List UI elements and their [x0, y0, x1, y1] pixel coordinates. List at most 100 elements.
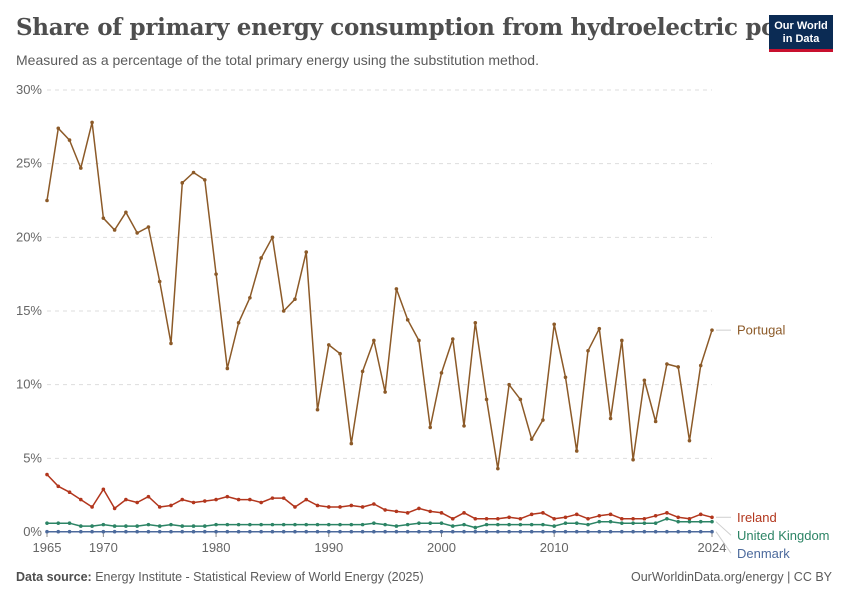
- data-point[interactable]: [214, 522, 218, 527]
- data-point[interactable]: [338, 351, 342, 356]
- data-point[interactable]: [270, 522, 275, 527]
- data-point[interactable]: [101, 487, 106, 492]
- data-point[interactable]: [236, 522, 241, 527]
- data-point[interactable]: [360, 369, 365, 374]
- data-point[interactable]: [417, 529, 421, 534]
- data-point[interactable]: [146, 225, 151, 229]
- data-point[interactable]: [349, 522, 354, 527]
- data-point[interactable]: [462, 511, 466, 515]
- series-label-portugal[interactable]: Portugal: [737, 323, 786, 338]
- data-point[interactable]: [518, 529, 523, 534]
- data-point[interactable]: [135, 529, 139, 534]
- series-label-united-kingdom[interactable]: United Kingdom: [737, 528, 830, 543]
- data-point[interactable]: [304, 522, 309, 527]
- data-point[interactable]: [293, 529, 297, 534]
- data-point[interactable]: [214, 272, 218, 276]
- data-point[interactable]: [484, 522, 489, 527]
- data-point[interactable]: [124, 524, 128, 528]
- data-point[interactable]: [698, 519, 703, 524]
- series-ireland[interactable]: [45, 472, 714, 521]
- data-point[interactable]: [90, 524, 94, 528]
- data-point[interactable]: [687, 519, 692, 524]
- data-point[interactable]: [293, 505, 297, 509]
- data-point[interactable]: [462, 529, 466, 534]
- data-point[interactable]: [101, 216, 106, 220]
- data-point[interactable]: [394, 524, 399, 528]
- data-point[interactable]: [372, 529, 376, 534]
- data-point[interactable]: [687, 516, 692, 521]
- data-point[interactable]: [642, 516, 647, 521]
- data-point[interactable]: [496, 466, 500, 471]
- data-point[interactable]: [180, 529, 185, 534]
- data-point[interactable]: [394, 529, 399, 534]
- data-point[interactable]: [293, 522, 297, 527]
- data-point[interactable]: [248, 295, 252, 300]
- data-point[interactable]: [676, 365, 680, 369]
- data-point[interactable]: [146, 522, 151, 527]
- data-point[interactable]: [473, 529, 478, 534]
- data-point[interactable]: [642, 529, 647, 534]
- data-point[interactable]: [326, 529, 331, 534]
- data-point[interactable]: [383, 522, 387, 527]
- data-point[interactable]: [360, 522, 365, 527]
- data-point[interactable]: [281, 496, 286, 500]
- data-point[interactable]: [248, 522, 252, 527]
- data-point[interactable]: [620, 338, 624, 343]
- data-point[interactable]: [608, 519, 613, 524]
- data-point[interactable]: [259, 500, 263, 505]
- data-point[interactable]: [79, 497, 83, 502]
- data-point[interactable]: [563, 375, 568, 380]
- data-point[interactable]: [563, 515, 568, 520]
- data-point[interactable]: [259, 522, 263, 527]
- data-point[interactable]: [687, 529, 692, 534]
- data-point[interactable]: [45, 472, 49, 477]
- data-point[interactable]: [439, 521, 444, 525]
- data-point[interactable]: [417, 338, 421, 343]
- data-point[interactable]: [665, 511, 669, 515]
- data-point[interactable]: [67, 138, 72, 142]
- data-point[interactable]: [428, 509, 433, 514]
- data-point[interactable]: [496, 529, 500, 534]
- data-point[interactable]: [56, 126, 61, 131]
- data-point[interactable]: [157, 529, 162, 534]
- data-point[interactable]: [202, 178, 207, 182]
- data-point[interactable]: [507, 382, 511, 387]
- data-point[interactable]: [45, 529, 49, 534]
- data-point[interactable]: [496, 522, 500, 527]
- data-point[interactable]: [462, 424, 466, 428]
- data-point[interactable]: [676, 515, 680, 520]
- data-point[interactable]: [157, 524, 162, 528]
- data-point[interactable]: [473, 320, 478, 325]
- data-point[interactable]: [665, 516, 669, 521]
- data-point[interactable]: [574, 521, 579, 525]
- data-point[interactable]: [676, 529, 680, 534]
- data-point[interactable]: [450, 524, 455, 528]
- series-label-denmark[interactable]: Denmark: [737, 546, 790, 560]
- data-point[interactable]: [315, 522, 320, 527]
- data-point[interactable]: [541, 522, 545, 527]
- data-point[interactable]: [270, 529, 275, 534]
- data-point[interactable]: [653, 529, 658, 534]
- data-point[interactable]: [124, 529, 128, 534]
- data-point[interactable]: [608, 416, 613, 421]
- data-point[interactable]: [518, 522, 523, 527]
- data-point[interactable]: [507, 529, 511, 534]
- data-point[interactable]: [202, 499, 207, 503]
- data-point[interactable]: [326, 505, 331, 509]
- data-point[interactable]: [439, 529, 444, 534]
- data-point[interactable]: [236, 320, 241, 325]
- data-point[interactable]: [405, 529, 410, 534]
- data-point[interactable]: [338, 529, 342, 534]
- data-point[interactable]: [191, 529, 196, 534]
- data-point[interactable]: [349, 529, 354, 534]
- series-line[interactable]: [46, 473, 713, 520]
- data-point[interactable]: [101, 522, 106, 527]
- data-point[interactable]: [552, 529, 557, 534]
- data-point[interactable]: [710, 529, 714, 534]
- data-point[interactable]: [202, 524, 207, 528]
- data-point[interactable]: [552, 524, 557, 528]
- data-point[interactable]: [326, 522, 331, 527]
- data-point[interactable]: [428, 521, 433, 525]
- data-point[interactable]: [270, 496, 275, 500]
- data-point[interactable]: [653, 419, 658, 424]
